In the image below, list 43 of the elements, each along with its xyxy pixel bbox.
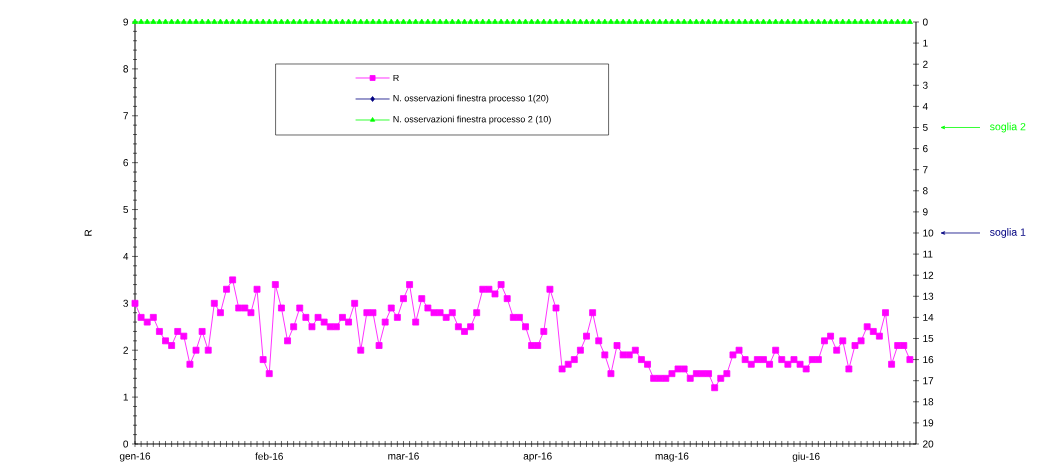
x-tick-label: giu-16 <box>792 452 820 462</box>
y2-tick-label: 18 <box>923 398 934 406</box>
y-tick-label: 0 <box>123 440 129 448</box>
y2-tick-label: 17 <box>923 377 934 385</box>
y2-tick-label: 14 <box>923 313 934 321</box>
x-tick-label: gen-16 <box>119 452 151 462</box>
y2-tick-label: 15 <box>923 335 934 342</box>
y-tick-label: 5 <box>123 206 129 214</box>
x-tick-label: feb-16 <box>255 452 283 460</box>
y2-tick-label: 0 <box>922 18 928 26</box>
y-tick-label: 4 <box>123 252 129 260</box>
y2-tick-label: 8 <box>922 187 928 195</box>
y2-tick-label: 4 <box>922 102 928 110</box>
ref-line-label: soglia 1 <box>990 228 1026 238</box>
y-tick-label: 6 <box>123 159 129 167</box>
y2-tick-label: 6 <box>923 145 928 153</box>
y-tick-label: 8 <box>123 65 129 73</box>
legend-label: N. osservazioni finestra processo 2 (10) <box>393 115 551 125</box>
y-tick-label: 2 <box>123 346 128 354</box>
y2-tick-label: 9 <box>923 208 928 216</box>
y-tick-label: 1 <box>123 393 128 401</box>
y2-tick-label: 13 <box>923 292 934 300</box>
legend-label: N. osservazioni finestra processo 1(20) <box>393 94 549 104</box>
y2-tick-label: 19 <box>923 419 934 427</box>
x-tick-label: mar-16 <box>388 452 419 460</box>
y2-tick-label: 16 <box>923 356 934 364</box>
y-tick-label: 9 <box>123 18 129 26</box>
y2-tick-label: 20 <box>923 440 934 448</box>
y2-tick-label: 7 <box>923 166 928 174</box>
y-tick-label: 3 <box>123 299 129 307</box>
y2-tick-label: 3 <box>922 81 928 89</box>
x-tick-label: mag-16 <box>655 452 689 462</box>
y-tick-label: 7 <box>123 112 128 120</box>
y2-tick-label: 1 <box>923 39 928 47</box>
y2-tick-label: 10 <box>923 229 934 237</box>
legend-label: R <box>393 74 399 82</box>
y2-tick-label: 12 <box>923 271 934 279</box>
ref-line-label: soglia 2 <box>990 122 1026 133</box>
y-axis-title: R <box>84 229 92 236</box>
x-tick-label: apr-16 <box>523 452 552 462</box>
y2-tick-label: 2 <box>923 60 928 68</box>
y2-tick-label: 11 <box>923 250 933 258</box>
y2-tick-label: 5 <box>922 124 928 131</box>
